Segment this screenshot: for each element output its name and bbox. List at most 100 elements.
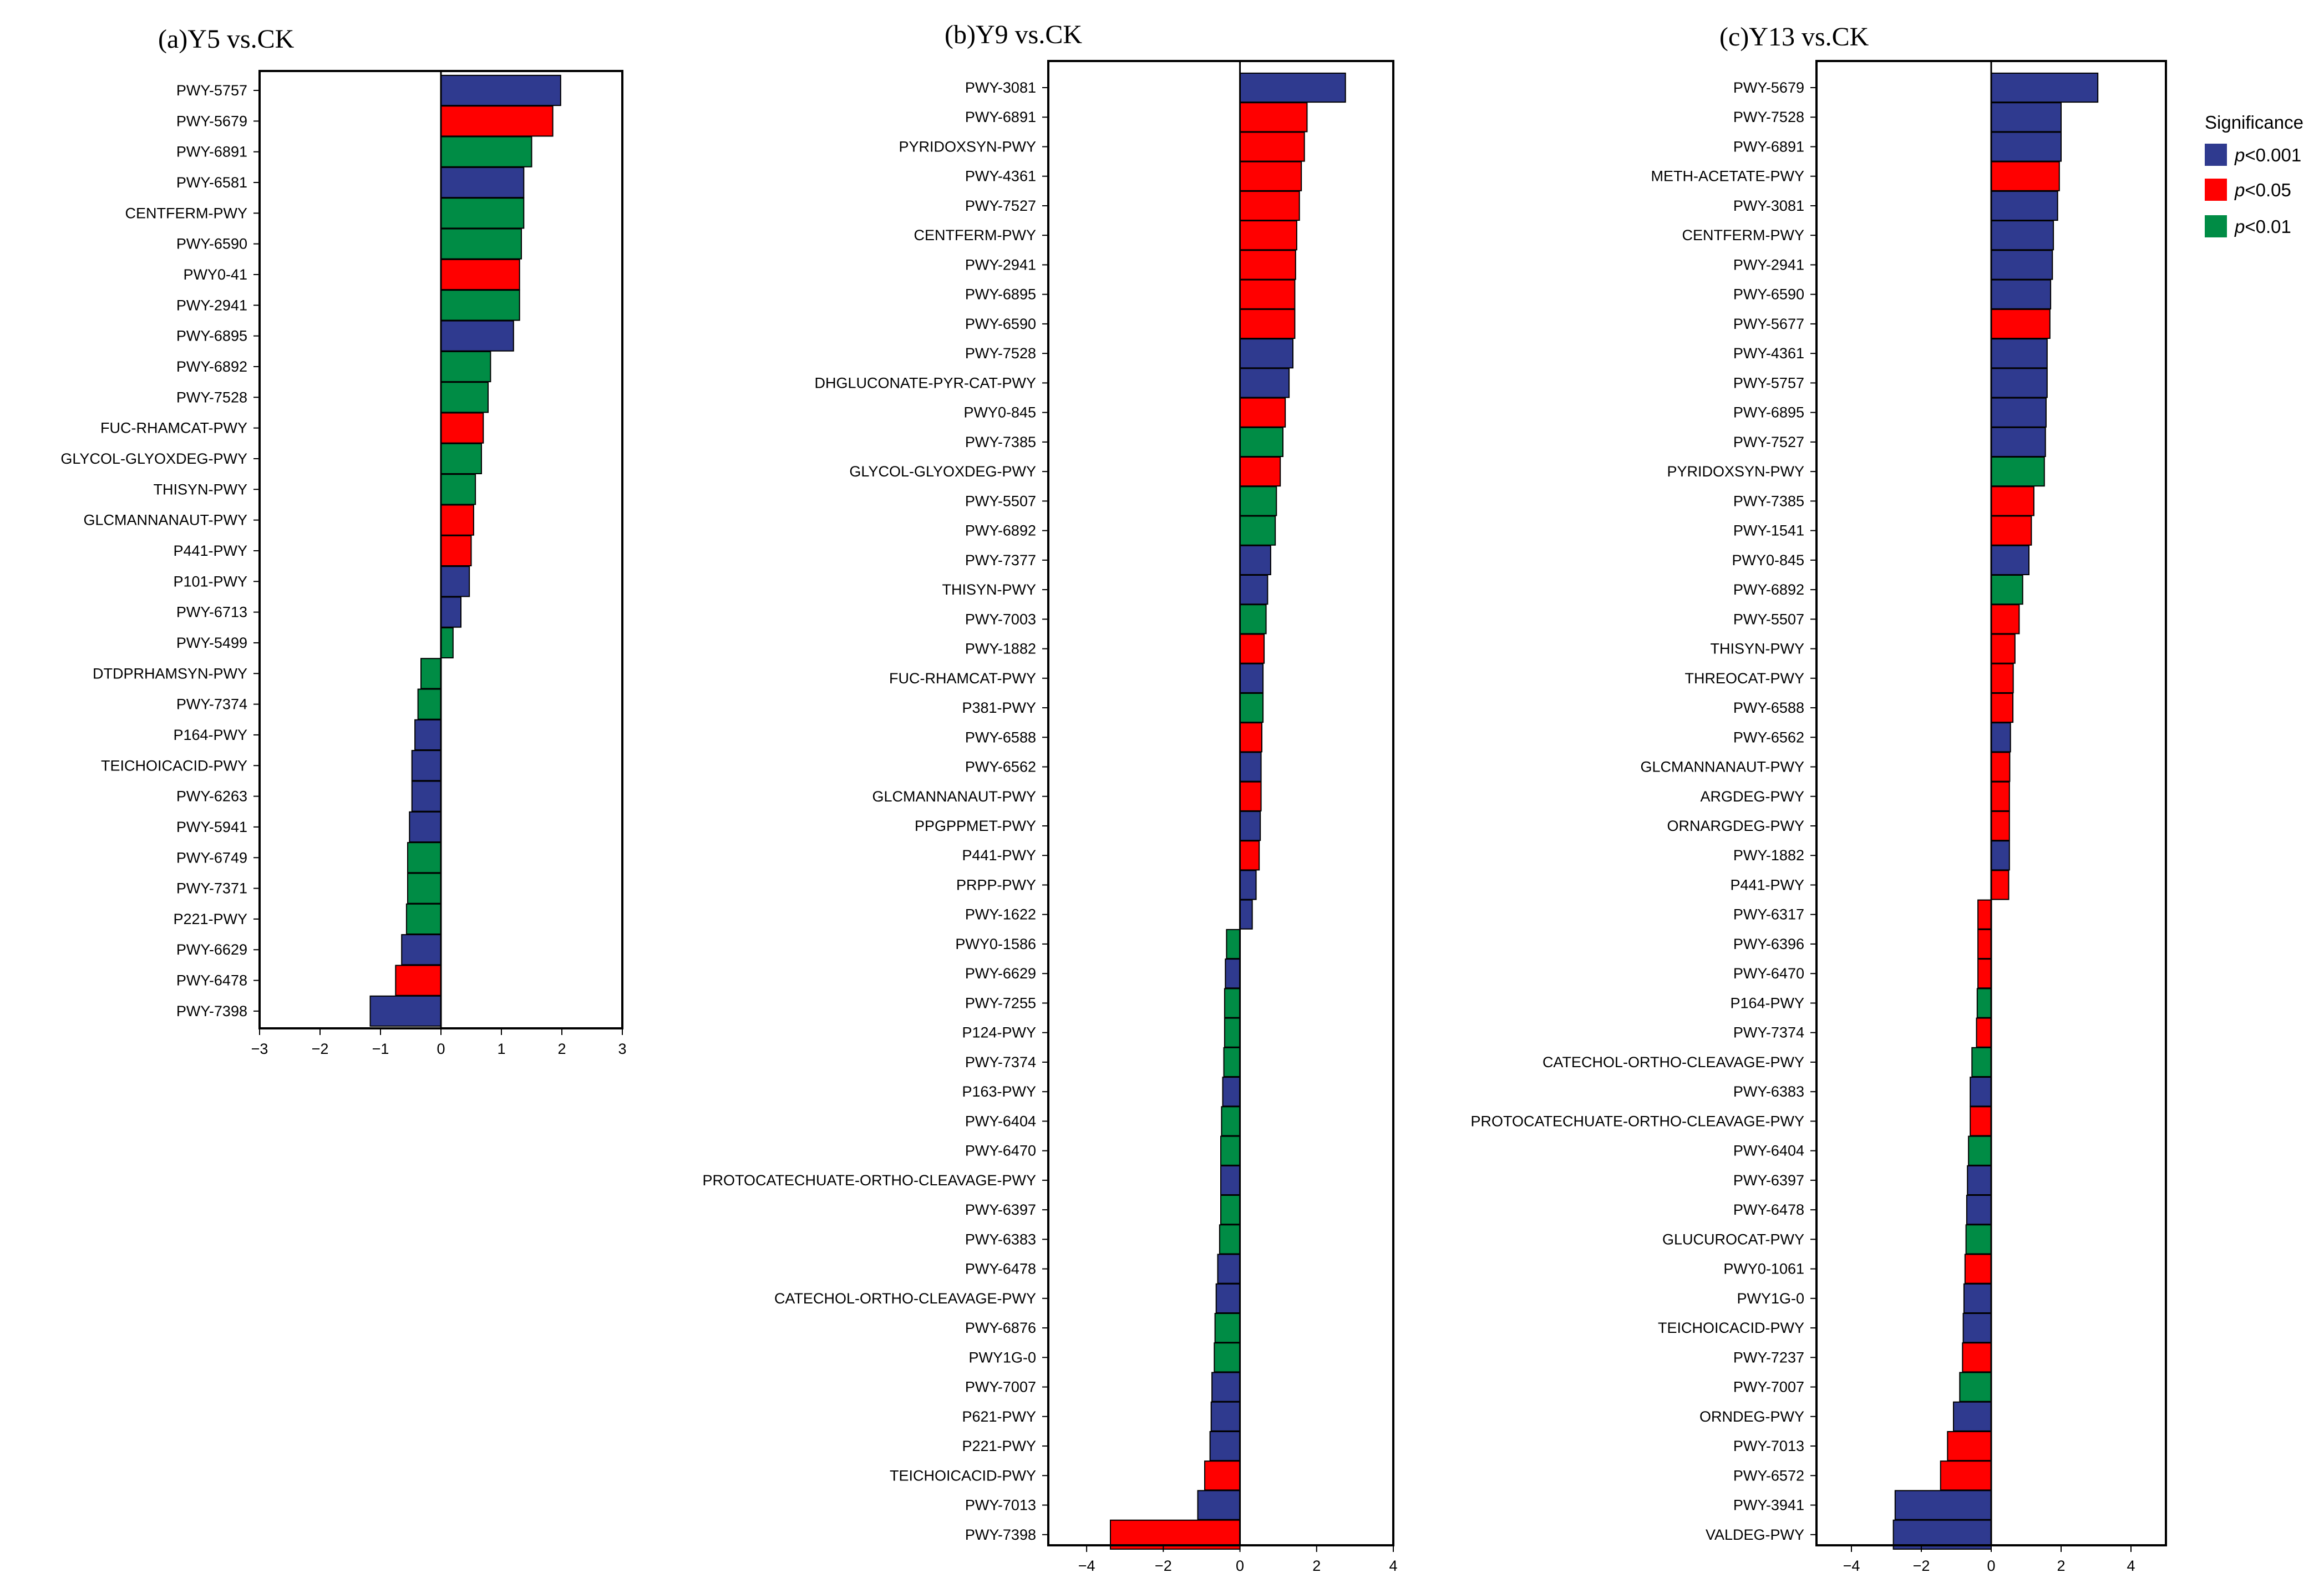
category-label: PWY-7003 <box>965 611 1036 627</box>
bar-pwy-3081 <box>1239 72 1346 103</box>
category-label: PWY-4361 <box>1733 345 1804 362</box>
bar-fuc-rhamcat-pwy <box>1239 663 1264 693</box>
category-label: PWY-7237 <box>1733 1349 1804 1366</box>
category-label: P621-PWY <box>962 1408 1036 1425</box>
x-tick-label: −2 <box>312 1041 329 1057</box>
panel-title: (c)Y13 vs.CK <box>1719 22 1869 52</box>
x-tick-label: −4 <box>1078 1558 1095 1574</box>
bar-pwy-2941 <box>1991 250 2053 280</box>
bar-p441-pwy <box>1991 870 2010 900</box>
category-label: ORNARGDEG-PWY <box>1667 818 1804 834</box>
bar-centferm-pwy <box>440 197 525 229</box>
bar-pwy0-1586 <box>1226 929 1241 960</box>
category-label: P164-PWY <box>173 727 247 743</box>
bar-pwy-7237 <box>1962 1342 1992 1373</box>
category-label: PWY-6590 <box>965 316 1036 332</box>
bar-pwy-5499 <box>440 627 454 659</box>
bar-pwy-6892 <box>1991 575 2023 605</box>
bar-pwy1g-0 <box>1214 1342 1241 1373</box>
bar-pwy-6590 <box>440 228 522 260</box>
bar-meth-acetate-pwy <box>1991 161 2060 191</box>
bar-pwy-4361 <box>1991 338 2048 369</box>
category-label: CENTFERM-PWY <box>125 205 247 221</box>
category-label: PWY-5679 <box>176 113 247 129</box>
category-label: PWY-6892 <box>176 358 247 375</box>
bar-pwy-7007 <box>1959 1372 1992 1402</box>
bar-protocatechuate-ortho-cleavage-pwy <box>1220 1165 1241 1196</box>
bar-protocatechuate-ortho-cleavage-pwy <box>1970 1106 1992 1137</box>
category-label: PWY-7398 <box>176 1003 247 1019</box>
category-label: PWY-1882 <box>965 641 1036 657</box>
category-label: PROTOCATECHUATE-ORTHO-CLEAVAGE-PWY <box>1470 1113 1804 1129</box>
bar-pwy-7528 <box>1239 338 1294 369</box>
category-label: PWY-5679 <box>1733 79 1804 96</box>
bar-centferm-pwy <box>1239 220 1297 251</box>
category-label: PWY0-1586 <box>955 936 1036 952</box>
bar-argdeg-pwy <box>1991 781 2010 811</box>
x-tick-label: 0 <box>437 1041 445 1057</box>
category-label: PWY-7528 <box>965 345 1036 362</box>
category-label: PWY-6895 <box>1733 404 1804 421</box>
category-label: PWY-6629 <box>965 965 1036 982</box>
category-label: PWY-3941 <box>1733 1497 1804 1514</box>
category-label: PWY-1541 <box>1733 522 1804 539</box>
bar-pwy0-1061 <box>1964 1254 1992 1284</box>
bar-pwy-6891 <box>1991 131 2062 162</box>
category-label: VALDEG-PWY <box>1706 1526 1804 1543</box>
bar-pwy-6396 <box>1977 929 1992 960</box>
category-label: TEICHOICACID-PWY <box>101 757 247 774</box>
bar-p163-pwy <box>1222 1077 1241 1107</box>
bar-orndeg-pwy <box>1953 1401 1992 1432</box>
x-tick-label: −3 <box>251 1041 268 1057</box>
category-label: PWY-7013 <box>1733 1438 1804 1454</box>
bar-dhgluconate-pyr-cat-pwy <box>1239 368 1290 398</box>
category-label: PWY-7374 <box>965 1054 1036 1071</box>
category-label: PWY-6895 <box>965 286 1036 303</box>
category-label: PYRIDOXSYN-PWY <box>899 138 1036 155</box>
bar-threocat-pwy <box>1991 663 2014 693</box>
bar-pwy-7398 <box>369 995 442 1027</box>
panel-title: (a)Y5 vs.CK <box>158 24 295 54</box>
bar-ornargdeg-pwy <box>1991 810 2010 841</box>
category-label: PRPP-PWY <box>956 876 1036 893</box>
legend-label-p001: p<0.001 <box>2234 145 2301 165</box>
category-label: ORNDEG-PWY <box>1699 1408 1804 1425</box>
bar-pwy-6383 <box>1970 1077 1992 1107</box>
bar-pwy-6404 <box>1968 1135 1992 1166</box>
bar-pwy-7377 <box>1239 545 1271 575</box>
bar-pwy-5757 <box>440 74 561 106</box>
panel-c-y13-vs-ck: (c)Y13 vs.CK PWY-5679 PWY-7528 PWY-6891 MET… <box>1470 22 2167 1574</box>
category-label: PWY-5677 <box>1733 316 1804 332</box>
bar-pwy-7007 <box>1211 1372 1241 1402</box>
category-label: P441-PWY <box>1730 876 1804 893</box>
panel-b-y9-vs-ck: (b)Y9 vs.CK PWY-3081 PWY-6891 PYRIDOXSYN-P… <box>702 20 1397 1574</box>
bar-pwy-1622 <box>1239 899 1253 930</box>
category-label: METH-ACETATE-PWY <box>1651 168 1805 185</box>
category-label: PWY-7398 <box>965 1526 1036 1543</box>
bar-p441-pwy <box>1239 840 1260 871</box>
category-label: PWY-5507 <box>1733 611 1804 627</box>
bar-pwy-6470 <box>1220 1135 1241 1166</box>
category-label: CATECHOL-ORTHO-CLEAVAGE-PWY <box>774 1290 1036 1307</box>
category-label: PWY-6397 <box>965 1201 1036 1218</box>
significance-legend: Significance p<0.001 p<0.05 p<0.01 <box>2205 112 2303 237</box>
bar-p101-pwy <box>440 566 470 597</box>
category-label: PWY-6478 <box>965 1261 1036 1277</box>
category-label: PWY-6404 <box>965 1113 1036 1129</box>
bar-thisyn-pwy <box>1991 633 2016 664</box>
bar-pwy-7528 <box>440 382 489 413</box>
bar-pwy-6470 <box>1977 958 1992 989</box>
bar-teichoicacid-pwy <box>411 750 442 782</box>
category-label: P381-PWY <box>962 699 1036 716</box>
category-label: PWY-5507 <box>965 493 1036 509</box>
category-label: PWY-7374 <box>1733 1024 1804 1041</box>
bar-pwy0-845 <box>1239 397 1286 428</box>
category-label: PWY0-41 <box>183 266 247 283</box>
bar-p221-pwy <box>405 903 442 935</box>
category-label: PWY-6478 <box>1733 1201 1804 1218</box>
category-label: PWY0-845 <box>963 404 1036 421</box>
bar-pwy-7374 <box>1223 1047 1241 1078</box>
category-label: THREOCAT-PWY <box>1685 670 1805 687</box>
category-label: PWY-6562 <box>965 759 1036 775</box>
category-label: PWY-6713 <box>176 604 247 621</box>
